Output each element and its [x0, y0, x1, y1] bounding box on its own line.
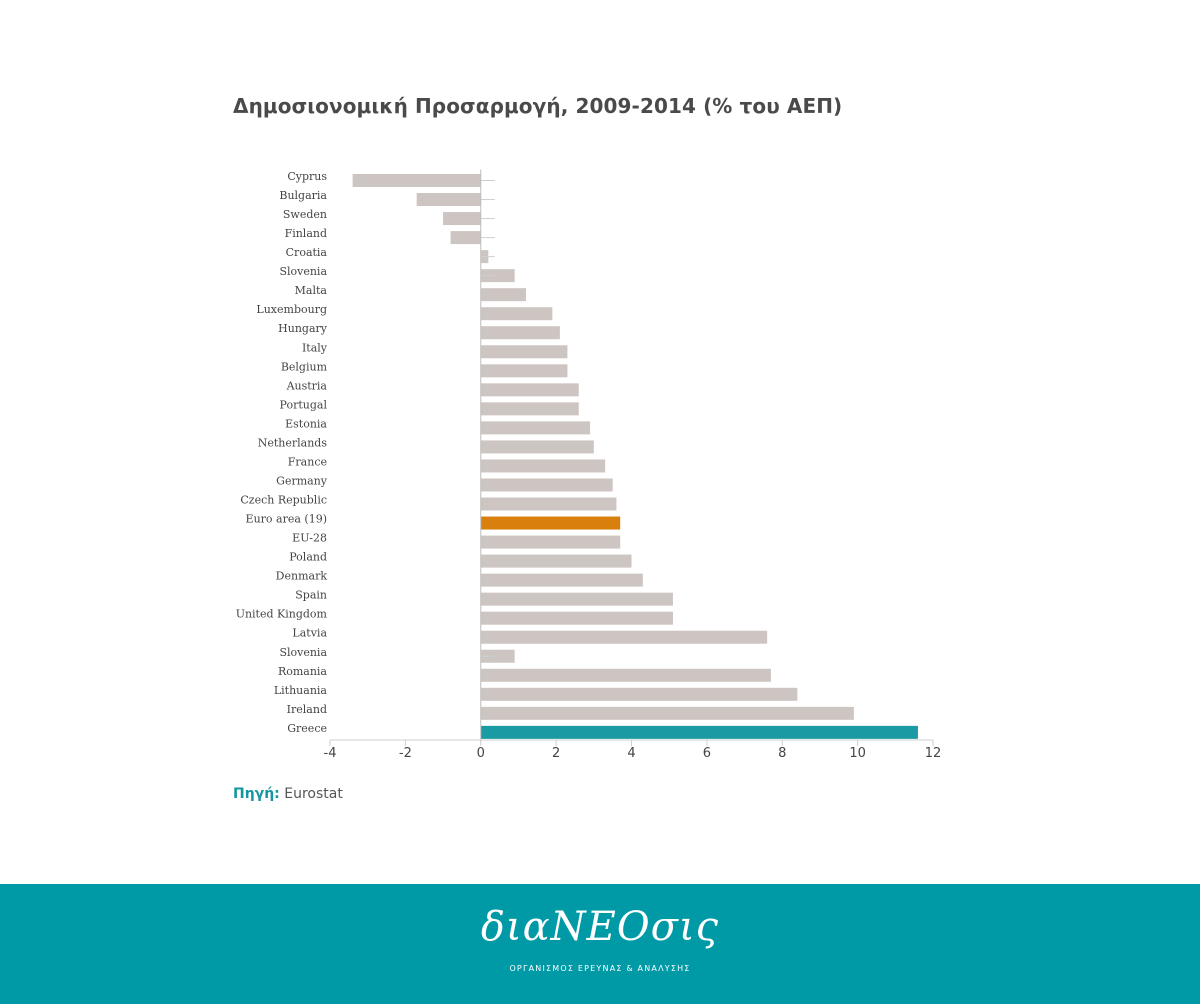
bar-spain — [480, 592, 673, 606]
bar-hungary — [480, 326, 560, 340]
bar-denmark — [480, 573, 643, 587]
category-label: Poland — [289, 551, 327, 564]
category-label: Luxembourg — [256, 303, 327, 316]
x-tick-label: 2 — [552, 746, 560, 761]
bar-romania — [480, 668, 771, 682]
category-label: Malta — [295, 284, 328, 297]
bar-malta — [480, 288, 526, 302]
bar-belgium — [480, 364, 568, 378]
category-label: Italy — [302, 341, 328, 354]
bar-latvia — [480, 630, 768, 644]
x-tick-label: 10 — [849, 746, 866, 761]
category-label: Slovenia — [279, 265, 327, 278]
category-label: Estonia — [285, 417, 327, 430]
chart-title: Δημοσιονομική Προσαρμογή, 2009-2014 (% τ… — [233, 94, 843, 118]
x-tick-label: 0 — [477, 746, 485, 761]
category-label: Hungary — [278, 322, 328, 335]
bar-lithuania — [480, 687, 798, 701]
category-label: United Kingdom — [236, 608, 328, 621]
category-label: Denmark — [276, 570, 328, 583]
bar-portugal — [480, 402, 579, 416]
category-label: EU-28 — [292, 532, 327, 545]
bar-estonia — [480, 421, 591, 435]
bar-luxembourg — [480, 307, 553, 321]
category-label: Cyprus — [287, 170, 327, 183]
category-label: Netherlands — [258, 436, 328, 449]
bar-cyprus — [352, 174, 481, 187]
category-label: Ireland — [287, 703, 327, 716]
category-label: Belgium — [281, 360, 328, 373]
x-tick-label: -2 — [399, 746, 412, 761]
brand-tagline: ΟΡΓΑΝΙΣΜΟΣ ΕΡΕΥΝΑΣ & ΑΝΑΛΥΣΗΣ — [509, 964, 691, 973]
x-tick-label: 12 — [925, 746, 942, 761]
category-label: Latvia — [292, 627, 327, 640]
category-label: Croatia — [286, 246, 328, 259]
bar-greece — [480, 725, 918, 739]
brand-logo: διαΝΕΟσις — [480, 904, 720, 950]
category-label: Finland — [285, 227, 327, 240]
category-label: Greece — [287, 722, 327, 735]
x-tick-label: 8 — [778, 746, 786, 761]
bar-germany — [480, 478, 613, 492]
bar-sweden — [443, 212, 481, 226]
x-axis: -4 -2 0 2 4 6 8 10 12 — [324, 169, 942, 761]
category-label: Portugal — [280, 398, 328, 411]
bar-chart: Cyprus Bulgaria Sweden Finland Croatia Sloven… — [236, 169, 942, 761]
bars-group — [352, 174, 918, 739]
bar-euro-area-19 — [480, 516, 621, 530]
category-label: Sweden — [283, 208, 327, 221]
bar-united-kingdom — [480, 611, 673, 625]
source-label: Πηγή: — [233, 786, 280, 802]
bar-austria — [480, 383, 579, 397]
bar-netherlands — [480, 440, 594, 454]
category-label: Czech Republic — [240, 494, 327, 507]
bar-slovenia — [480, 269, 515, 283]
bar-czech-republic — [480, 497, 617, 511]
category-label: Bulgaria — [279, 189, 327, 202]
category-label: Austria — [286, 379, 328, 392]
category-label: Romania — [278, 665, 327, 678]
category-label: France — [288, 455, 327, 468]
bar-france — [480, 459, 606, 473]
bar-bulgaria — [416, 193, 481, 207]
category-label: Euro area (19) — [246, 513, 327, 526]
category-labels: Cyprus Bulgaria Sweden Finland Croatia Sloven… — [236, 170, 328, 735]
bar-finland — [450, 231, 481, 245]
x-tick-label: -4 — [324, 746, 337, 761]
x-tick-label: 4 — [627, 746, 635, 761]
source-value: Eurostat — [284, 786, 343, 802]
bar-eu-28 — [480, 535, 621, 549]
category-label: Spain — [295, 589, 327, 602]
bar-ireland — [480, 706, 854, 720]
category-label: Lithuania — [274, 684, 328, 697]
footer-banner: διαΝΕΟσις ΟΡΓΑΝΙΣΜΟΣ ΕΡΕΥΝΑΣ & ΑΝΑΛΥΣΗΣ — [0, 884, 1200, 1004]
source-note: Πηγή: Eurostat — [233, 786, 343, 802]
bar-slovenia — [480, 649, 515, 663]
bar-poland — [480, 554, 632, 568]
category-label: Slovenia — [279, 646, 327, 659]
category-label: Germany — [276, 474, 328, 487]
bar-italy — [480, 345, 568, 359]
x-tick-label: 6 — [703, 746, 711, 761]
